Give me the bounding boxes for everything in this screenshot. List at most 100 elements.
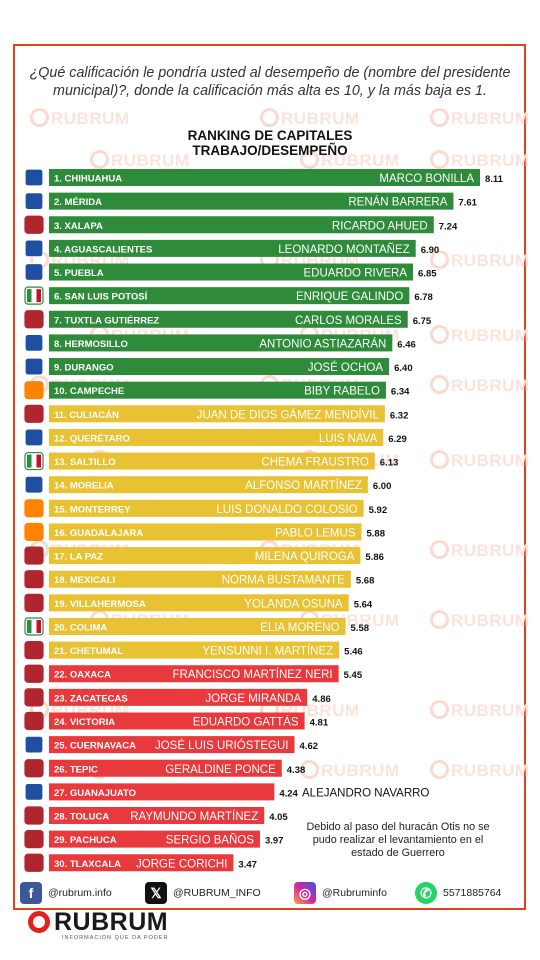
- value-label: 6.46: [397, 339, 416, 350]
- logo-tagline: INFORMACIÓN QUE DA PODER: [62, 935, 169, 941]
- value-label: 6.29: [388, 434, 407, 445]
- bar: [49, 830, 260, 848]
- x-icon: 𝕏: [145, 882, 167, 904]
- whatsapp-icon: ✆: [415, 882, 437, 904]
- city-label: 13. SALTILLO: [54, 457, 116, 468]
- watermark: RUBRUM: [430, 700, 530, 721]
- bar: [49, 759, 282, 777]
- chart-title-block: RANKING DE CAPITALES TRABAJO/DESEMPEÑO: [160, 128, 380, 158]
- whatsapp-link[interactable]: ✆ 5571885764: [415, 880, 501, 906]
- instagram-handle: @Rubruminfo: [322, 887, 387, 899]
- bar: [49, 287, 410, 305]
- pri-stripe: [27, 619, 32, 633]
- bar: [49, 310, 408, 328]
- facebook-icon: f: [20, 882, 42, 904]
- mayor-name: JUAN DE DIOS GÁMEZ MENDÍVIL: [197, 408, 380, 421]
- mayor-name: ANTONIO ASTIAZARÁN: [259, 337, 386, 350]
- mayor-name: EDUARDO GATTÁS: [193, 715, 299, 728]
- city-label: 6. SAN LUIS POTOSÍ: [54, 292, 148, 303]
- city-label: 18. MEXICALI: [54, 575, 115, 586]
- value-label: 6.90: [421, 245, 440, 256]
- watermark: RUBRUM: [430, 540, 530, 561]
- social-footer: f @rubrum.info 𝕏 @RUBRUM_INFO ◎ @Rubrumi…: [20, 880, 525, 908]
- value-label: 6.32: [390, 410, 409, 421]
- city-label: 14. MORELIA: [54, 481, 114, 492]
- mayor-name: YOLANDA OSUNA: [244, 598, 343, 610]
- bar: [49, 405, 385, 423]
- facebook-link[interactable]: f @rubrum.info: [20, 880, 112, 906]
- x-link[interactable]: 𝕏 @RUBRUM_INFO: [145, 880, 261, 906]
- watermark: RUBRUM: [300, 760, 400, 781]
- city-label: 25. CUERNAVACA: [54, 741, 136, 752]
- party-logo-icon: [24, 333, 44, 353]
- mayor-name: BIBY RABELO: [304, 386, 380, 398]
- watermark: RUBRUM: [430, 375, 530, 396]
- frame-border: [13, 44, 526, 910]
- value-label: 5.45: [344, 670, 363, 681]
- party-logo-icon: [24, 759, 44, 778]
- mayor-name: LEONARDO MONTAÑEZ: [278, 243, 409, 256]
- city-label: 11. CULIACÁN: [54, 410, 119, 421]
- party-logo-icon: [24, 215, 44, 234]
- value-label: 5.88: [366, 528, 385, 539]
- value-label: 4.62: [300, 741, 319, 752]
- party-logo-icon: [24, 475, 44, 494]
- x-handle: @RUBRUM_INFO: [173, 887, 261, 899]
- city-label: 2. MÉRIDA: [54, 197, 102, 208]
- party-logo-icon: [24, 593, 44, 612]
- city-label: 17. LA PAZ: [54, 552, 103, 563]
- mayor-name: RENÁN BARRERA: [348, 196, 447, 209]
- party-logo-icon: [24, 853, 44, 872]
- watermark: RUBRUM: [430, 325, 530, 346]
- city-label: 4. AGUASCALIENTES: [54, 244, 152, 255]
- pri-stripe: [36, 454, 41, 468]
- bar: [49, 263, 414, 281]
- city-label: 10. CAMPECHE: [54, 386, 124, 397]
- watermark: RUBRUM: [430, 250, 530, 271]
- mayor-name: ALEJANDRO NAVARRO: [302, 787, 429, 799]
- value-label: 6.85: [418, 269, 437, 280]
- mayor-name: JORGE MIRANDA: [205, 693, 301, 705]
- city-label: 1. CHIHUAHUA: [54, 174, 122, 185]
- city-label: 26. TEPIC: [54, 764, 98, 775]
- pri-stripe: [27, 289, 32, 303]
- bar: [49, 712, 305, 730]
- watermark: RUBRUM: [300, 150, 400, 171]
- party-logo-icon: [24, 168, 44, 187]
- mayor-name: MILENA QUIROGA: [255, 551, 355, 563]
- value-label: 6.13: [380, 458, 399, 469]
- value-label: 6.78: [414, 292, 433, 303]
- instagram-icon: ◎: [294, 882, 316, 904]
- value-label: 4.86: [312, 694, 331, 705]
- value-label: 4.05: [269, 812, 288, 823]
- value-label: 8.11: [485, 174, 504, 185]
- value-label: 7.61: [458, 198, 477, 209]
- party-logo-icon: [24, 239, 44, 258]
- bar: [49, 854, 234, 872]
- party-logo-icon: [24, 262, 44, 282]
- city-label: 28. TOLUCA: [54, 812, 109, 823]
- watermark: RUBRUM: [430, 450, 530, 471]
- mayor-name: NORMA BUSTAMANTE: [222, 575, 345, 587]
- mayor-name: JORGE CORICHI: [136, 858, 227, 870]
- city-label: 27. GUANAJUATO: [54, 788, 136, 799]
- bar: [49, 547, 361, 565]
- pri-stripe: [36, 289, 41, 303]
- city-label: 20. COLIMA: [54, 622, 107, 633]
- mayor-name: LUIS DONALDO COLOSIO: [216, 504, 357, 516]
- value-label: 3.97: [265, 836, 284, 847]
- city-label: 23. ZACATECAS: [54, 693, 128, 704]
- value-label: 3.47: [238, 859, 256, 870]
- mayor-name: CARLOS MORALES: [295, 315, 402, 327]
- watermark: RUBRUM: [430, 610, 530, 631]
- party-logo-icon: [24, 381, 44, 400]
- mayor-name: CHEMA FRAUSTRO: [261, 457, 368, 469]
- mayor-name: RICARDO AHUED: [332, 220, 428, 232]
- instagram-link[interactable]: ◎ @Rubruminfo: [294, 880, 387, 906]
- city-label: 29. PACHUCA: [54, 835, 117, 846]
- city-label: 24. VICTORIA: [54, 717, 115, 728]
- mayor-name: EDUARDO RIVERA: [304, 268, 408, 280]
- bar: [49, 665, 339, 683]
- value-label: 5.58: [351, 623, 370, 634]
